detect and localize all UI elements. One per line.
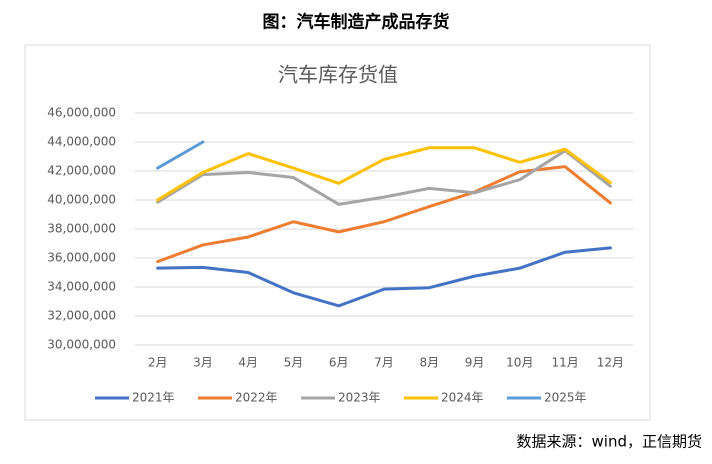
x-tick-label: 4月 xyxy=(238,356,258,370)
source: 数据来源：wind，正信期货 xyxy=(517,433,702,451)
y-tick-label: 40,000,000 xyxy=(47,193,116,207)
series-line xyxy=(156,246,612,308)
x-tick-label: 6月 xyxy=(329,356,349,370)
y-tick-label: 34,000,000 xyxy=(47,280,116,294)
y-tick-label: 44,000,000 xyxy=(47,135,116,149)
legend-label: 2025年 xyxy=(544,391,587,405)
x-tick-label: 9月 xyxy=(465,356,485,370)
series-line xyxy=(156,140,205,170)
heading: 图：汽车制造产成品存货 xyxy=(263,12,450,33)
series-line xyxy=(156,165,612,264)
y-tick-label: 38,000,000 xyxy=(47,222,116,236)
x-tick-label: 8月 xyxy=(419,356,439,370)
legend-label: 2021年 xyxy=(132,391,175,405)
x-tick-label: 7月 xyxy=(374,356,394,370)
series-line xyxy=(156,149,612,206)
chart-frame xyxy=(24,44,651,421)
y-tick-label: 42,000,000 xyxy=(47,164,116,178)
x-tick-label: 3月 xyxy=(193,356,213,370)
x-tick-label: 5月 xyxy=(284,356,304,370)
legend-label: 2023年 xyxy=(338,391,381,405)
y-tick-label: 36,000,000 xyxy=(47,251,116,265)
y-tick-label: 46,000,000 xyxy=(47,106,116,120)
x-tick-label: 12月 xyxy=(597,356,624,370)
x-tick-label: 11月 xyxy=(551,356,578,370)
series-line xyxy=(156,146,612,202)
y-tick-label: 30,000,000 xyxy=(47,338,116,352)
legend-label: 2022年 xyxy=(235,391,278,405)
chart-title: 汽车库存货值 xyxy=(278,63,398,87)
x-tick-label: 10月 xyxy=(506,356,533,370)
legend-label: 2024年 xyxy=(441,391,484,405)
y-tick-label: 32,000,000 xyxy=(47,309,116,323)
x-tick-label: 2月 xyxy=(148,356,168,370)
